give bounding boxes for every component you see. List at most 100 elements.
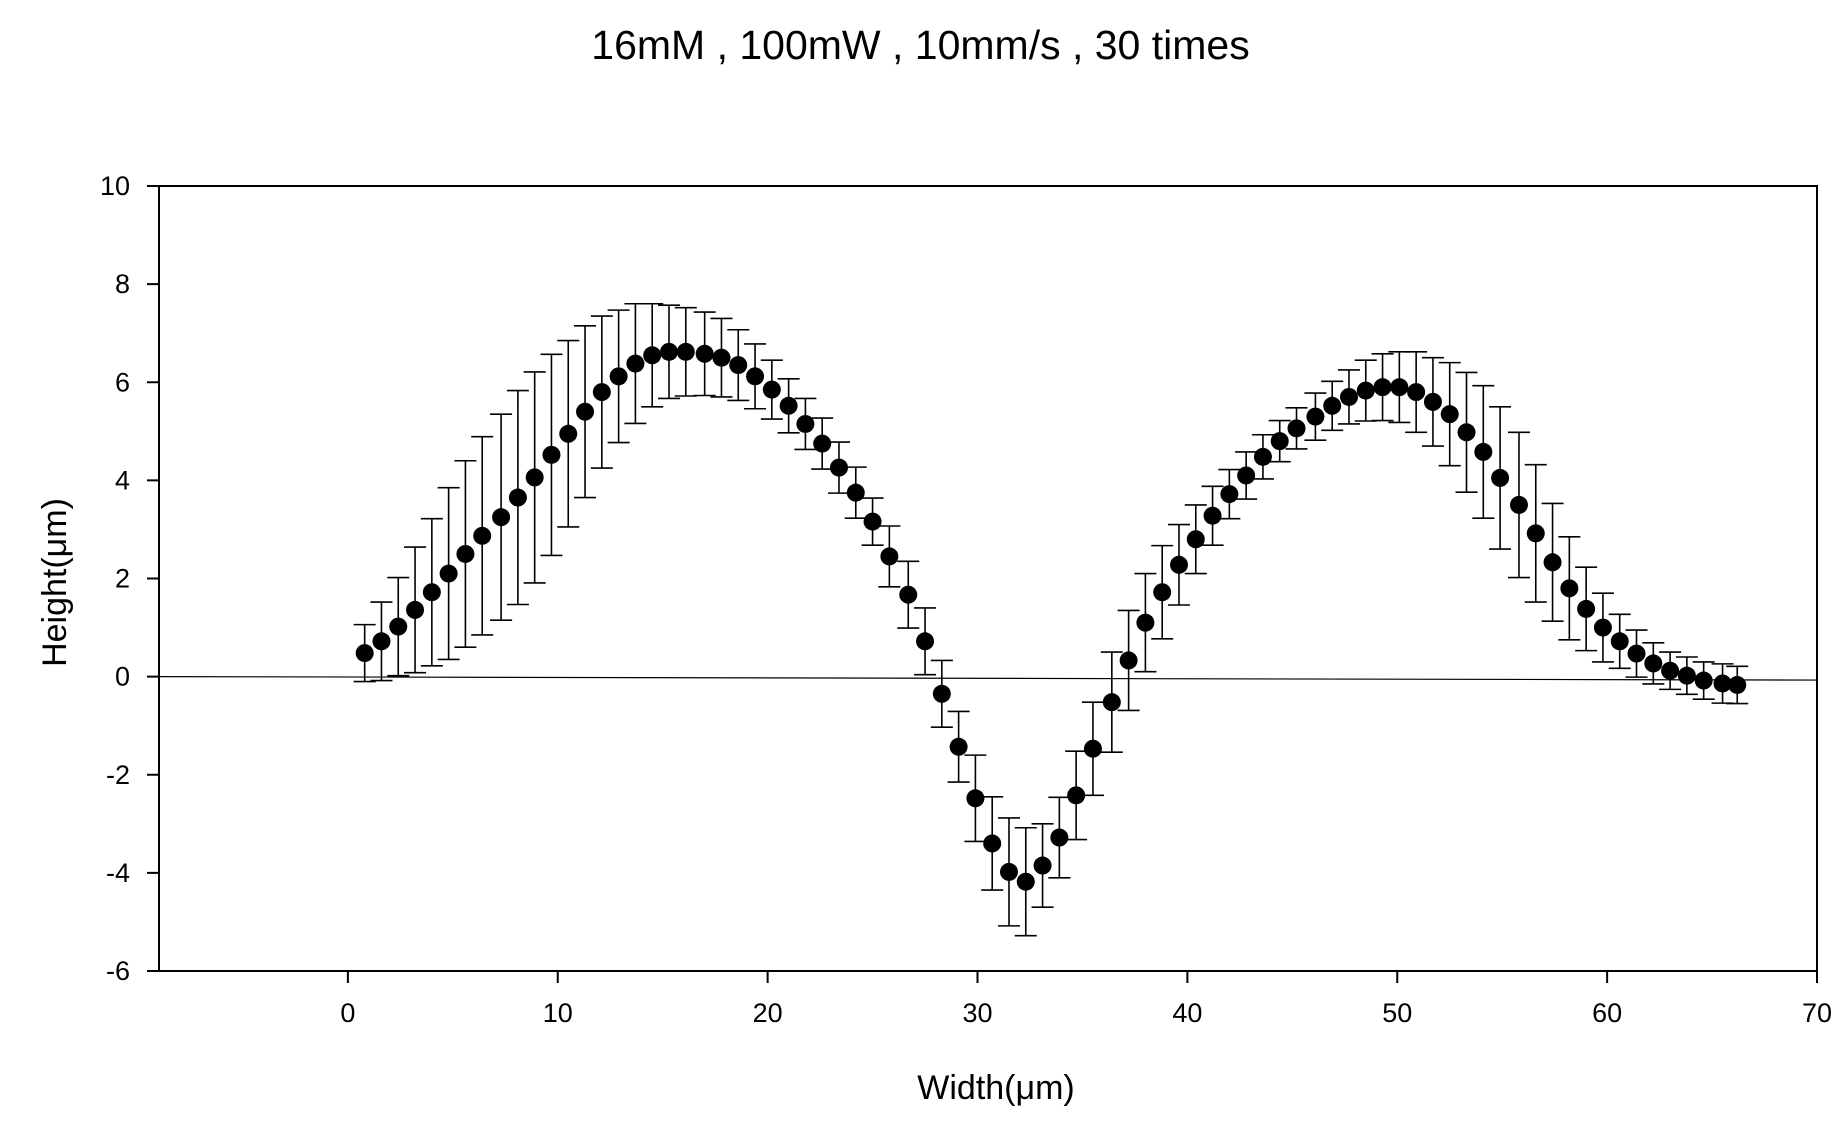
data-point [1220,485,1239,504]
data-point [1491,468,1510,487]
data-point [863,512,882,531]
data-point [1713,674,1732,693]
data-point [1083,739,1102,758]
data-point [525,468,544,487]
data-point [456,544,475,563]
data-point [508,488,527,507]
data-point [1033,856,1052,875]
data-point [1526,524,1545,543]
zero-baseline [158,676,1818,681]
data-point [1407,383,1426,402]
data-point [1440,405,1459,424]
data-points [355,342,1747,891]
data-point [355,644,374,663]
chart-title: 16mM , 100mW , 10mm/s , 30 times [591,22,1250,68]
data-point [1509,495,1528,514]
data-point [966,789,985,808]
data-point [1423,392,1442,411]
data-point [999,862,1018,881]
data-point [492,508,511,527]
x-tick-label: 10 [543,998,573,1028]
y-axis-label: Height(μm) [36,498,74,667]
data-point [1373,378,1392,397]
data-point [473,526,492,545]
data-point [949,737,968,756]
data-point [1644,654,1663,673]
data-point [746,367,765,386]
data-point [1323,396,1342,415]
data-point [932,684,951,703]
data-point [1661,661,1680,680]
data-point [779,396,798,415]
data-point [422,583,441,602]
data-point [1356,381,1375,400]
x-tick-label: 0 [340,998,355,1028]
data-point [1593,618,1612,637]
data-point [372,632,391,651]
y-tick-label: -2 [106,760,130,790]
data-point [1560,579,1579,598]
data-point [1067,786,1086,805]
data-point [643,346,662,365]
data-point [1016,872,1035,891]
y-tick-label: 6 [115,367,130,397]
data-point [1339,387,1358,406]
y-tick-label: 8 [115,269,130,299]
data-point [1543,553,1562,572]
x-tick-label: 70 [1802,998,1832,1028]
data-point [899,585,918,604]
data-point [1677,666,1696,685]
data-point [695,344,714,363]
data-point [1457,423,1476,442]
data-point [880,547,899,566]
data-point [576,402,595,421]
data-point [626,354,645,373]
x-tick-label: 50 [1382,998,1412,1028]
y-tick-label: 10 [100,171,130,201]
data-point [729,356,748,375]
data-point [829,458,848,477]
data-point [1136,613,1155,632]
data-point [1237,466,1256,485]
x-tick-label: 60 [1592,998,1622,1028]
x-tick-label: 40 [1172,998,1202,1028]
data-point [916,632,935,651]
y-tick-label: 2 [115,564,130,594]
baseline-line [158,676,1818,681]
data-point [1474,442,1493,461]
y-tick-label: 4 [115,465,130,495]
data-point [439,564,458,583]
data-point [676,342,695,361]
data-point [1153,583,1172,602]
data-point [846,483,865,502]
data-point [813,434,832,453]
data-point [1627,644,1646,663]
y-axis: -6 -4 -2 0 2 4 6 8 10 [100,171,159,986]
data-point [1694,671,1713,690]
data-point [559,424,578,443]
y-tick-label: 0 [115,662,130,692]
data-point [1102,693,1121,712]
x-tick-label: 20 [753,998,783,1028]
data-point [1270,432,1289,451]
x-axis-label: Width(μm) [917,1069,1074,1107]
data-point [1306,407,1325,426]
data-point [796,414,815,433]
data-point [592,383,611,402]
data-point [389,617,408,636]
data-point [542,445,561,464]
y-tick-label: -6 [106,956,130,986]
error-bars [353,302,1749,937]
data-point [609,367,628,386]
data-point [1203,506,1222,525]
data-point [983,834,1002,853]
data-point [1169,555,1188,574]
x-tick-label: 30 [962,998,992,1028]
data-point [1186,530,1205,549]
plot-frame [158,185,1818,972]
y-tick-label: -4 [106,858,130,888]
data-point [406,600,425,619]
data-point [1050,828,1069,847]
data-point [1390,378,1409,397]
